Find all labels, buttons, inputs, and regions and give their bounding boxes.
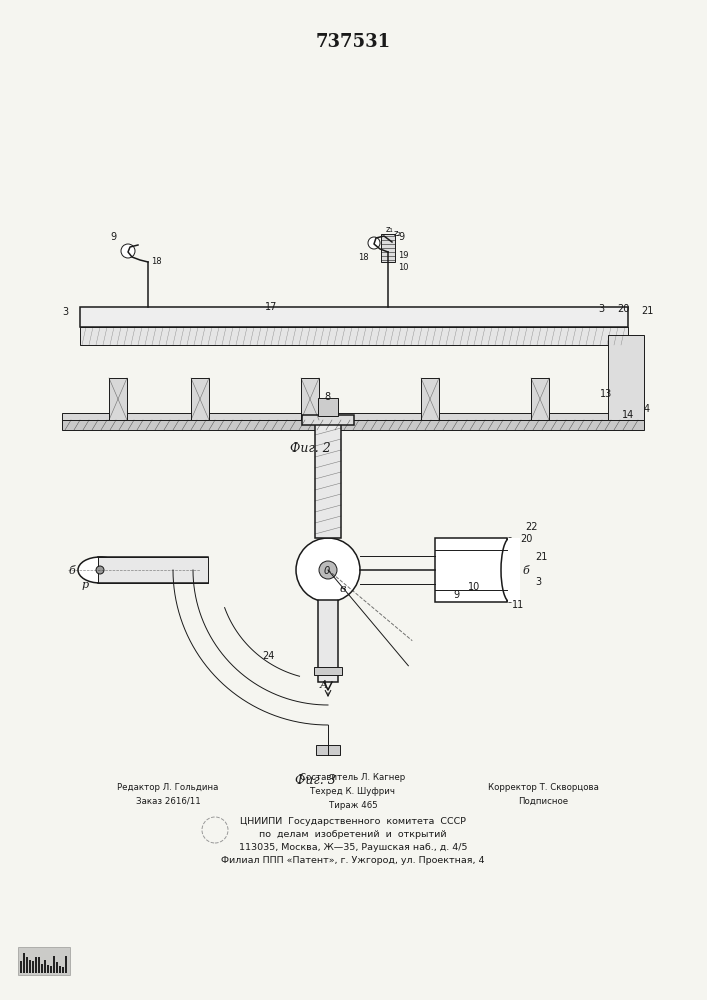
Text: 22: 22 — [525, 522, 537, 532]
Text: 113035, Москва, Ж—35, Раушская наб., д. 4/5: 113035, Москва, Ж—35, Раушская наб., д. … — [239, 843, 467, 852]
Bar — [318, 398, 338, 416]
Text: Корректор Т. Скворцова: Корректор Т. Скворцова — [488, 783, 598, 792]
Circle shape — [368, 237, 380, 249]
Text: z₁: z₁ — [386, 225, 394, 234]
Ellipse shape — [501, 538, 519, 602]
Text: по  делам  изобретений  и  открытий: по делам изобретений и открытий — [259, 830, 447, 839]
Text: Составитель Л. Кагнер: Составитель Л. Кагнер — [300, 773, 406, 782]
Text: 4: 4 — [644, 404, 650, 414]
Bar — [35, 957, 37, 973]
Text: 9: 9 — [453, 590, 459, 600]
Text: 11: 11 — [512, 600, 525, 610]
Bar — [318, 600, 338, 682]
Text: А: А — [320, 680, 328, 690]
Bar — [29, 960, 31, 973]
Bar — [302, 415, 354, 425]
Text: Техред К. Шуфрич: Техред К. Шуфрич — [310, 787, 395, 796]
Bar — [26, 957, 28, 973]
Text: 21: 21 — [641, 306, 653, 316]
Bar — [109, 378, 127, 420]
Text: 737531: 737531 — [315, 33, 390, 51]
Text: 18: 18 — [358, 253, 368, 262]
Bar — [191, 378, 209, 420]
Bar — [62, 413, 644, 420]
Bar — [53, 956, 55, 973]
Bar — [314, 667, 342, 675]
Bar — [50, 966, 52, 973]
Text: 13: 13 — [600, 389, 612, 399]
Bar — [316, 745, 340, 755]
Text: 3: 3 — [62, 307, 68, 317]
Circle shape — [319, 561, 337, 579]
Text: ЦНИИПИ  Государственного  комитета  СССР: ЦНИИПИ Государственного комитета СССР — [240, 817, 466, 826]
Circle shape — [96, 566, 104, 574]
Text: Подписное: Подписное — [518, 797, 568, 806]
Text: 20: 20 — [520, 534, 532, 544]
Bar — [44, 960, 46, 973]
Bar — [38, 957, 40, 973]
Text: р: р — [82, 580, 89, 590]
Bar — [608, 335, 644, 420]
Text: 18: 18 — [151, 257, 162, 266]
Text: 21: 21 — [535, 552, 547, 562]
Bar — [18, 947, 70, 975]
Circle shape — [296, 538, 360, 602]
Text: Редактор Л. Гольдина: Редактор Л. Гольдина — [117, 783, 218, 792]
Text: 19: 19 — [398, 251, 409, 260]
Text: 14: 14 — [622, 410, 634, 420]
Text: 24: 24 — [262, 651, 274, 661]
Bar — [301, 378, 319, 420]
Bar — [59, 966, 61, 973]
Bar — [421, 378, 439, 420]
Bar — [20, 961, 22, 973]
Bar — [56, 962, 58, 973]
Bar — [531, 378, 549, 420]
Bar — [23, 953, 25, 973]
Text: 10: 10 — [468, 582, 480, 592]
Text: 3: 3 — [598, 304, 604, 314]
Text: z₂: z₂ — [394, 229, 402, 238]
Text: 3: 3 — [535, 577, 541, 587]
Text: 0: 0 — [324, 566, 330, 576]
Bar — [435, 538, 507, 602]
Text: 8: 8 — [324, 392, 330, 402]
Text: Филиал ППП «Патент», г. Ужгород, ул. Проектная, 4: Филиал ППП «Патент», г. Ужгород, ул. Про… — [221, 856, 485, 865]
Bar — [47, 965, 49, 973]
Bar — [80, 327, 628, 345]
Text: 9: 9 — [110, 232, 116, 242]
Bar — [80, 307, 628, 327]
Text: Тираж 465: Тираж 465 — [329, 801, 378, 810]
Bar — [381, 234, 395, 262]
Text: 9: 9 — [398, 232, 404, 242]
Bar — [41, 964, 43, 973]
Bar — [508, 538, 520, 602]
Bar — [98, 557, 208, 583]
Bar — [32, 961, 34, 973]
Ellipse shape — [78, 557, 122, 583]
Bar — [65, 956, 67, 973]
Bar — [315, 423, 341, 538]
Bar — [62, 420, 644, 430]
Text: Фиг. 3: Фиг. 3 — [295, 774, 335, 786]
Text: 10: 10 — [398, 263, 409, 272]
Text: 20: 20 — [617, 304, 629, 314]
Circle shape — [121, 244, 135, 258]
Text: в: в — [340, 584, 346, 594]
Text: Заказ 2616/11: Заказ 2616/11 — [136, 797, 200, 806]
Text: б: б — [522, 566, 529, 576]
Bar — [62, 967, 64, 973]
Text: Фиг. 2: Фиг. 2 — [290, 442, 330, 454]
Text: 17: 17 — [265, 302, 277, 312]
Text: б: б — [68, 566, 75, 576]
